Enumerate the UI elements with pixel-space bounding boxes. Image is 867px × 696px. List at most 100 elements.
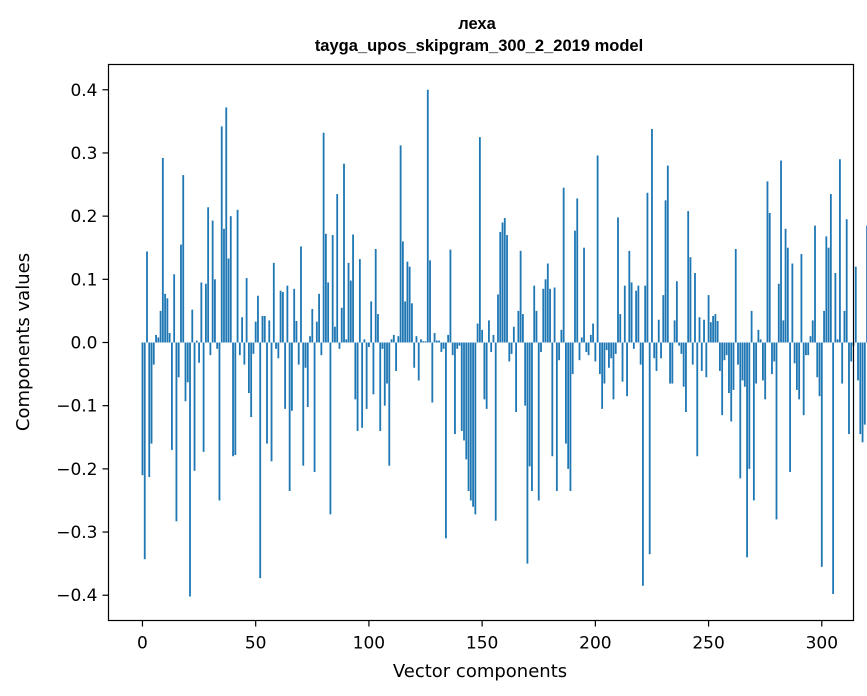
bar-58 bbox=[272, 262, 275, 343]
bar-227 bbox=[655, 342, 658, 371]
bar-47 bbox=[247, 342, 250, 394]
bar-105 bbox=[379, 342, 382, 431]
x-tick-label-200: 200 bbox=[579, 634, 611, 654]
bar-260 bbox=[730, 342, 733, 422]
y-tick-label-4: 0.0 bbox=[70, 334, 97, 354]
bar-46 bbox=[245, 278, 248, 343]
bar-162 bbox=[508, 342, 511, 362]
bar-202 bbox=[598, 342, 601, 375]
bar-32 bbox=[214, 279, 216, 343]
bar-139 bbox=[456, 342, 459, 349]
bar-286 bbox=[789, 342, 791, 473]
bar-69 bbox=[297, 342, 300, 365]
y-axis: 0.4 0.3 0.2 0.1 0.0 −0.1 −0.2 −0.3 −0.4 bbox=[56, 81, 109, 606]
bar-187 bbox=[565, 342, 567, 444]
bar-22 bbox=[191, 309, 194, 343]
bar-134 bbox=[445, 342, 447, 539]
chart-subtitle: tayga_upos_skipgram_300_2_2019 model bbox=[315, 37, 643, 55]
bar-231 bbox=[664, 200, 667, 343]
bar-42 bbox=[236, 209, 239, 343]
bar-127 bbox=[429, 260, 431, 343]
bar-75 bbox=[311, 309, 314, 343]
bar-116 bbox=[404, 301, 407, 343]
bar-278 bbox=[771, 342, 773, 375]
bar-255 bbox=[718, 342, 721, 371]
bar-26 bbox=[200, 282, 203, 343]
bar-155 bbox=[492, 334, 495, 343]
bar-40 bbox=[232, 342, 234, 457]
bar-229 bbox=[660, 342, 662, 359]
bar-176 bbox=[540, 342, 542, 352]
bar-319 bbox=[863, 342, 866, 425]
bar-287 bbox=[791, 263, 794, 343]
chart-title: леха bbox=[458, 15, 496, 33]
bar-308 bbox=[839, 159, 841, 343]
bar-154 bbox=[490, 342, 493, 352]
bar-4 bbox=[150, 342, 153, 444]
bar-98 bbox=[363, 339, 366, 343]
bar-148 bbox=[476, 323, 479, 343]
bar-64 bbox=[286, 285, 289, 343]
x-tick-label-300: 300 bbox=[806, 634, 838, 654]
bar-95 bbox=[356, 342, 359, 431]
bar-7 bbox=[157, 337, 160, 343]
bar-159 bbox=[501, 222, 504, 343]
x-axis-label: Vector components bbox=[393, 661, 567, 682]
bar-216 bbox=[630, 282, 633, 343]
bar-52 bbox=[259, 342, 262, 579]
bar-146 bbox=[472, 342, 474, 507]
y-tick-label-8: −0.4 bbox=[56, 586, 97, 606]
bar-173 bbox=[533, 285, 536, 343]
bar-108 bbox=[386, 342, 388, 384]
bar-160 bbox=[503, 218, 506, 343]
bar-224 bbox=[648, 342, 651, 555]
bar-256 bbox=[721, 342, 724, 416]
bar-131 bbox=[438, 340, 441, 343]
bar-36 bbox=[223, 228, 225, 343]
bar-307 bbox=[836, 339, 839, 343]
bar-5 bbox=[152, 342, 155, 365]
bar-309 bbox=[841, 342, 844, 384]
bar-294 bbox=[807, 342, 810, 356]
bar-161 bbox=[506, 235, 508, 343]
bar-279 bbox=[773, 342, 776, 362]
bar-166 bbox=[517, 310, 520, 343]
bar-30 bbox=[209, 342, 212, 356]
bar-62 bbox=[281, 291, 284, 343]
bar-117 bbox=[406, 261, 409, 343]
bar-168 bbox=[521, 314, 524, 343]
bar-15 bbox=[175, 342, 178, 522]
bar-262 bbox=[734, 248, 737, 343]
bar-234 bbox=[671, 342, 674, 384]
bar-6 bbox=[155, 334, 157, 343]
bar-90 bbox=[345, 339, 348, 343]
bar-73 bbox=[306, 342, 309, 407]
bar-264 bbox=[739, 342, 742, 479]
y-tick-label-2: 0.2 bbox=[70, 207, 97, 227]
bar-212 bbox=[621, 342, 624, 382]
bar-291 bbox=[800, 254, 803, 343]
bar-259 bbox=[728, 342, 730, 394]
bar-9 bbox=[161, 158, 164, 343]
bar-136 bbox=[449, 249, 452, 343]
bar-184 bbox=[558, 342, 561, 361]
bar-132 bbox=[440, 342, 443, 352]
bar-71 bbox=[302, 342, 305, 466]
bar-111 bbox=[392, 334, 395, 343]
bar-119 bbox=[411, 303, 413, 343]
bar-258 bbox=[725, 342, 728, 356]
bar-268 bbox=[748, 342, 751, 469]
bar-87 bbox=[338, 342, 341, 349]
bar-297 bbox=[814, 225, 816, 343]
bar-76 bbox=[313, 342, 316, 473]
bar-39 bbox=[229, 216, 232, 343]
bar-85 bbox=[334, 326, 336, 343]
bar-115 bbox=[401, 241, 404, 343]
bar-305 bbox=[832, 342, 835, 594]
bar-34 bbox=[218, 342, 221, 501]
bar-213 bbox=[623, 285, 626, 343]
bar-283 bbox=[782, 320, 785, 343]
bar-13 bbox=[171, 342, 173, 450]
bar-66 bbox=[291, 342, 293, 411]
